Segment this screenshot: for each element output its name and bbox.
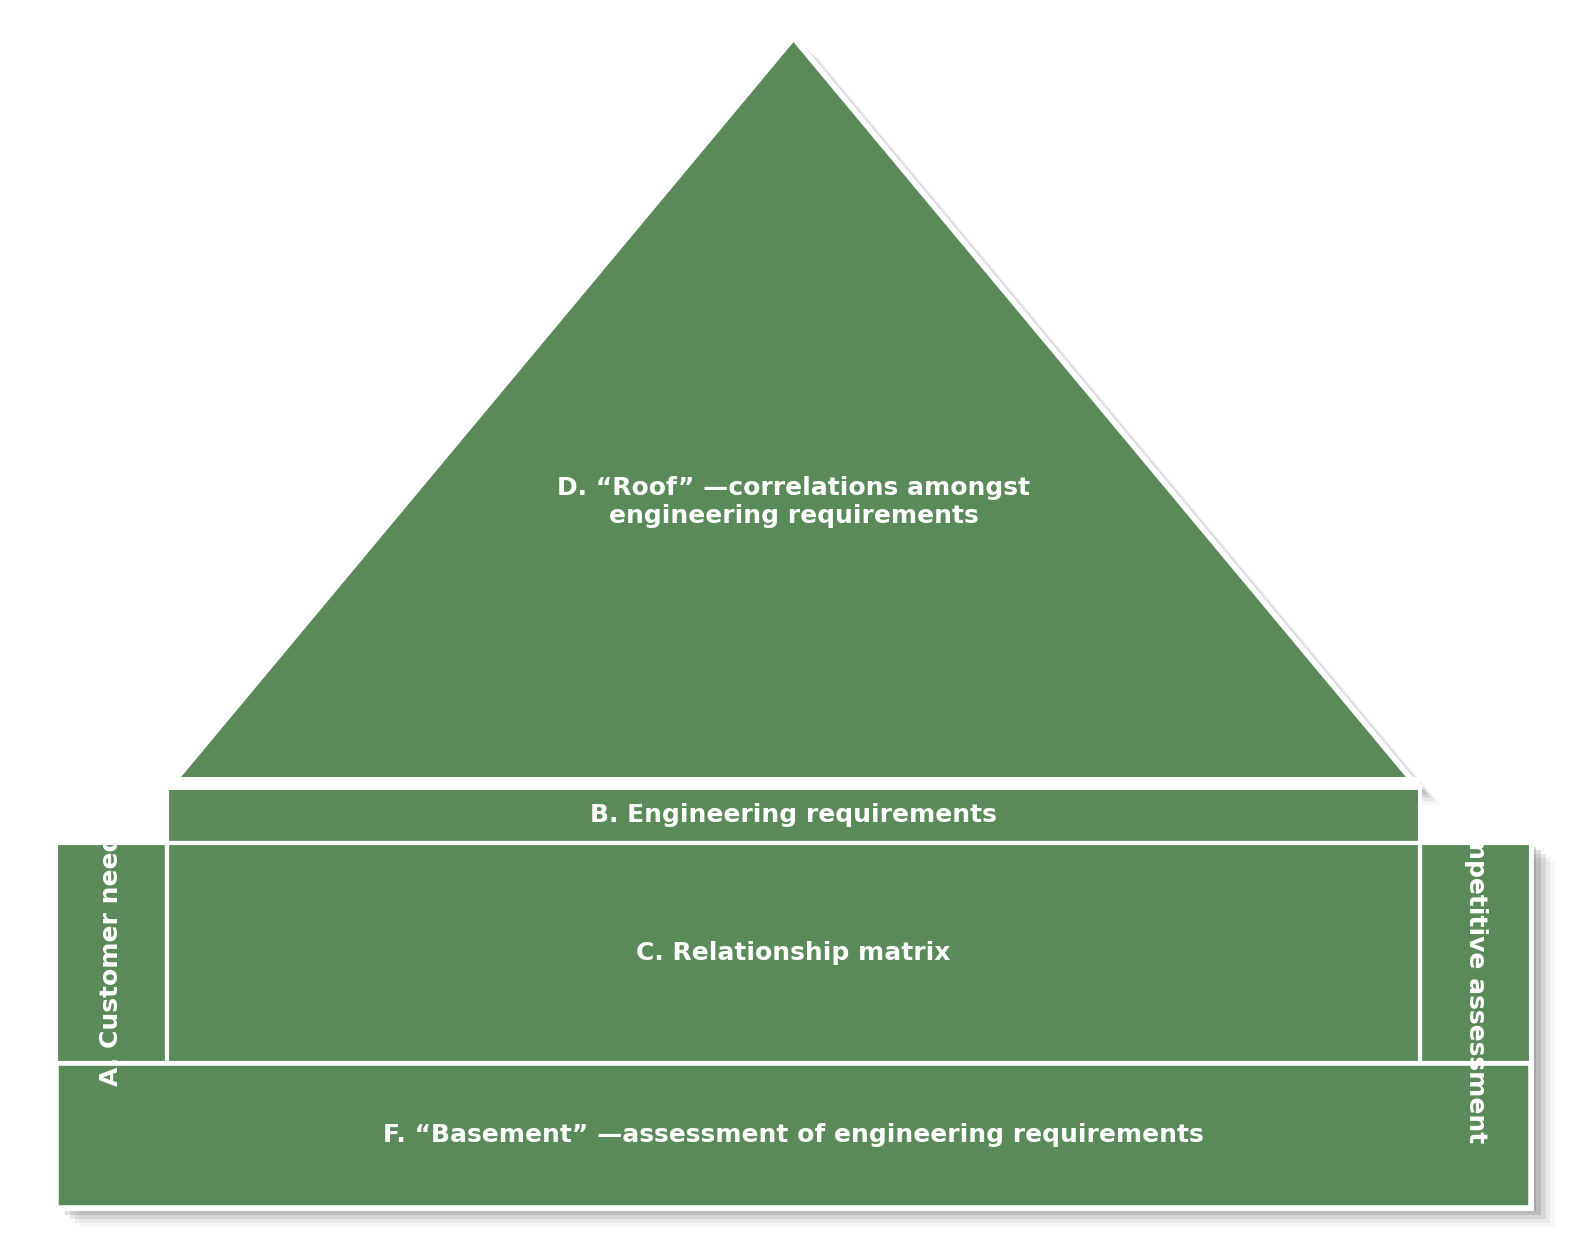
Bar: [79, 862, 1555, 1227]
Bar: [56, 843, 167, 1063]
Bar: [56, 1063, 1531, 1208]
Text: E. Competitive assessment: E. Competitive assessment: [1463, 762, 1489, 1144]
Bar: [65, 850, 1541, 1215]
Bar: [167, 786, 1420, 843]
Bar: [75, 858, 1550, 1223]
Bar: [56, 843, 1531, 1208]
Bar: [60, 847, 1536, 1211]
Text: D. “Roof” —correlations amongst
engineering requirements: D. “Roof” —correlations amongst engineer…: [557, 476, 1030, 527]
Text: B. Engineering requirements: B. Engineering requirements: [590, 803, 997, 827]
Polygon shape: [170, 38, 1417, 786]
Bar: [1420, 843, 1531, 1063]
Text: F. “Basement” —assessment of engineering requirements: F. “Basement” —assessment of engineering…: [382, 1123, 1205, 1147]
Bar: [167, 777, 1420, 790]
Text: A. Customer needs: A. Customer needs: [98, 819, 124, 1087]
Bar: [70, 854, 1546, 1219]
Polygon shape: [179, 45, 1427, 794]
Bar: [167, 843, 1420, 1063]
Polygon shape: [184, 49, 1431, 798]
Polygon shape: [189, 53, 1436, 801]
Text: C. Relationship matrix: C. Relationship matrix: [636, 941, 951, 965]
Polygon shape: [175, 42, 1422, 790]
